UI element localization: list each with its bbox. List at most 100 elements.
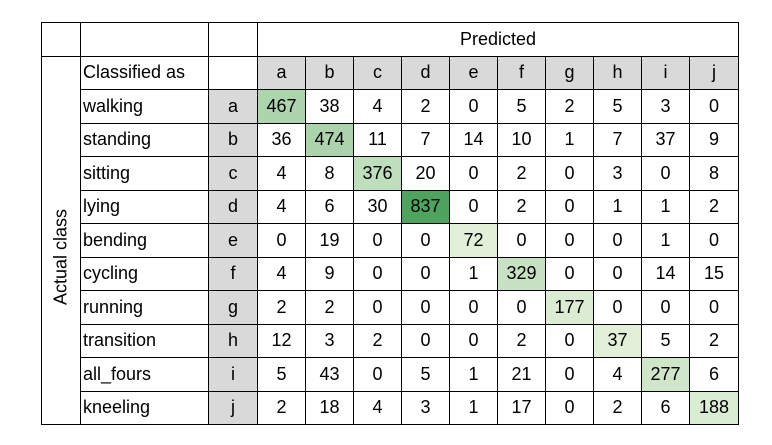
matrix-cell: 20 bbox=[401, 156, 450, 191]
matrix-cell: 18 bbox=[305, 390, 354, 425]
column-header-h: h bbox=[593, 55, 642, 90]
matrix-cell: 8 bbox=[305, 156, 354, 191]
matrix-cell: 0 bbox=[545, 156, 594, 191]
column-header-e: e bbox=[449, 55, 498, 90]
matrix-cell: 0 bbox=[449, 290, 498, 325]
matrix-cell: 2 bbox=[305, 290, 354, 325]
matrix-cell: 0 bbox=[401, 256, 450, 291]
actual-class-header: Actual class bbox=[41, 89, 81, 425]
matrix-cell: 1 bbox=[449, 357, 498, 392]
diagonal-cell: 277 bbox=[641, 357, 690, 392]
matrix-cell: 0 bbox=[353, 223, 402, 258]
classified-as-header: Classified as bbox=[80, 55, 209, 90]
column-header-g: g bbox=[545, 55, 594, 90]
matrix-cell: 0 bbox=[545, 390, 594, 425]
matrix-cell: 0 bbox=[545, 323, 594, 358]
table-row: transition h 12 3 2 0 0 2 0 37 5 2 bbox=[42, 323, 739, 358]
matrix-cell: 43 bbox=[305, 357, 354, 392]
diagonal-cell: 837 bbox=[401, 189, 450, 224]
matrix-cell: 4 bbox=[257, 189, 306, 224]
matrix-cell: 8 bbox=[689, 156, 739, 191]
row-code: b bbox=[208, 122, 258, 157]
matrix-cell: 1 bbox=[545, 122, 594, 157]
matrix-cell: 1 bbox=[641, 189, 690, 224]
matrix-cell: 0 bbox=[497, 290, 546, 325]
row-code: i bbox=[208, 357, 258, 392]
matrix-cell: 0 bbox=[545, 223, 594, 258]
matrix-cell: 6 bbox=[689, 357, 739, 392]
row-label: running bbox=[80, 290, 209, 325]
blank-header-cell bbox=[208, 22, 258, 57]
diagonal-cell: 329 bbox=[497, 256, 546, 291]
row-code: g bbox=[208, 290, 258, 325]
matrix-cell: 2 bbox=[689, 189, 739, 224]
matrix-cell: 4 bbox=[353, 390, 402, 425]
diagonal-cell: 474 bbox=[305, 122, 354, 157]
matrix-cell: 2 bbox=[353, 323, 402, 358]
matrix-cell: 4 bbox=[257, 256, 306, 291]
row-label: bending bbox=[80, 223, 209, 258]
row-label: sitting bbox=[80, 156, 209, 191]
actual-class-label: Actual class bbox=[50, 208, 71, 305]
matrix-cell: 38 bbox=[305, 89, 354, 124]
matrix-cell: 4 bbox=[353, 89, 402, 124]
row-code: f bbox=[208, 256, 258, 291]
matrix-cell: 9 bbox=[689, 122, 739, 157]
diagonal-cell: 177 bbox=[545, 290, 594, 325]
matrix-cell: 1 bbox=[449, 256, 498, 291]
matrix-cell: 7 bbox=[401, 122, 450, 157]
matrix-cell: 0 bbox=[449, 189, 498, 224]
matrix-cell: 2 bbox=[545, 89, 594, 124]
matrix-cell: 0 bbox=[689, 223, 739, 258]
matrix-cell: 3 bbox=[641, 89, 690, 124]
matrix-cell: 0 bbox=[689, 290, 739, 325]
matrix-cell: 2 bbox=[401, 89, 450, 124]
matrix-cell: 5 bbox=[401, 357, 450, 392]
table-row: lying d 4 6 30 837 0 2 0 1 1 2 bbox=[42, 189, 739, 224]
row-code: e bbox=[208, 223, 258, 258]
column-header-b: b bbox=[305, 55, 354, 90]
column-header-d: d bbox=[401, 55, 450, 90]
matrix-cell: 0 bbox=[353, 357, 402, 392]
matrix-cell: 0 bbox=[401, 290, 450, 325]
matrix-cell: 17 bbox=[497, 390, 546, 425]
row-code: c bbox=[208, 156, 258, 191]
row-code: a bbox=[208, 89, 258, 124]
matrix-cell: 4 bbox=[593, 357, 642, 392]
row-code: d bbox=[208, 189, 258, 224]
matrix-cell: 5 bbox=[593, 89, 642, 124]
matrix-cell: 0 bbox=[545, 357, 594, 392]
table-row: running g 2 2 0 0 0 0 177 0 0 0 bbox=[42, 290, 739, 325]
column-header-f: f bbox=[497, 55, 546, 90]
matrix-cell: 1 bbox=[593, 189, 642, 224]
matrix-cell: 7 bbox=[593, 122, 642, 157]
row-label: all_fours bbox=[80, 357, 209, 392]
matrix-cell: 12 bbox=[257, 323, 306, 358]
row-label: cycling bbox=[80, 256, 209, 291]
matrix-cell: 0 bbox=[401, 323, 450, 358]
corner-cell bbox=[41, 55, 81, 90]
diagonal-cell: 467 bbox=[257, 89, 306, 124]
matrix-cell: 0 bbox=[401, 223, 450, 258]
row-code: j bbox=[208, 390, 258, 425]
table-row: standing b 36 474 11 7 14 10 1 7 37 9 bbox=[42, 122, 739, 157]
matrix-cell: 0 bbox=[353, 256, 402, 291]
matrix-cell: 0 bbox=[641, 156, 690, 191]
matrix-cell: 0 bbox=[449, 89, 498, 124]
matrix-cell: 36 bbox=[257, 122, 306, 157]
matrix-cell: 0 bbox=[545, 256, 594, 291]
matrix-cell: 2 bbox=[689, 323, 739, 358]
matrix-cell: 0 bbox=[593, 223, 642, 258]
matrix-cell: 5 bbox=[497, 89, 546, 124]
blank-header-cell bbox=[80, 22, 209, 57]
matrix-cell: 3 bbox=[305, 323, 354, 358]
matrix-cell: 0 bbox=[641, 290, 690, 325]
matrix-cell: 21 bbox=[497, 357, 546, 392]
matrix-cell: 10 bbox=[497, 122, 546, 157]
matrix-cell: 1 bbox=[641, 223, 690, 258]
matrix-cell: 11 bbox=[353, 122, 402, 157]
matrix-cell: 2 bbox=[257, 290, 306, 325]
column-header-i: i bbox=[641, 55, 690, 90]
